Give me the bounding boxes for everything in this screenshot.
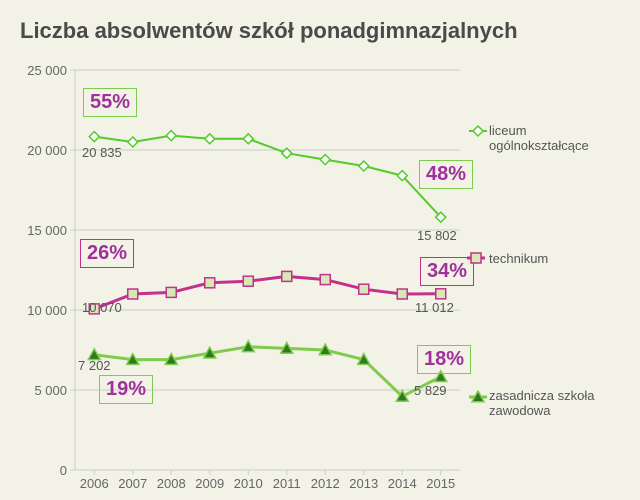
data-label: 7 202 bbox=[78, 358, 111, 373]
data-marker bbox=[243, 276, 253, 286]
x-tick-label: 2015 bbox=[421, 476, 461, 491]
legend-swatch-liceum bbox=[469, 124, 487, 138]
y-tick-label: 25 000 bbox=[27, 63, 67, 78]
x-tick-label: 2011 bbox=[267, 476, 307, 491]
x-tick-label: 2007 bbox=[113, 476, 153, 491]
y-tick-label: 20 000 bbox=[27, 143, 67, 158]
data-marker bbox=[473, 126, 483, 136]
percent-annotation: 19% bbox=[99, 375, 153, 404]
data-marker bbox=[205, 278, 215, 288]
legend-swatch-technikum bbox=[467, 251, 485, 265]
x-tick-label: 2013 bbox=[344, 476, 384, 491]
legend-label-liceum: liceum ogólnokształcące bbox=[489, 123, 589, 153]
y-tick-label: 5 000 bbox=[34, 383, 67, 398]
x-tick-label: 2006 bbox=[74, 476, 114, 491]
data-marker bbox=[282, 271, 292, 281]
data-label: 20 835 bbox=[82, 145, 122, 160]
x-tick-label: 2014 bbox=[382, 476, 422, 491]
x-tick-label: 2012 bbox=[305, 476, 345, 491]
x-tick-label: 2010 bbox=[228, 476, 268, 491]
y-tick-label: 15 000 bbox=[27, 223, 67, 238]
percent-annotation: 26% bbox=[80, 239, 134, 268]
data-label: 5 829 bbox=[414, 383, 447, 398]
data-marker bbox=[397, 289, 407, 299]
data-marker bbox=[359, 161, 369, 171]
data-marker bbox=[89, 132, 99, 142]
data-marker bbox=[320, 155, 330, 165]
data-marker bbox=[471, 253, 481, 263]
y-tick-label: 0 bbox=[60, 463, 67, 478]
data-marker bbox=[205, 134, 215, 144]
data-marker bbox=[166, 287, 176, 297]
legend-label-zawodowa: zasadnicza szkoła zawodowa bbox=[489, 388, 595, 418]
x-tick-label: 2008 bbox=[151, 476, 191, 491]
data-label: 11 012 bbox=[415, 300, 454, 315]
data-marker bbox=[166, 131, 176, 141]
percent-annotation: 48% bbox=[419, 160, 473, 189]
series-line-liceum bbox=[94, 136, 441, 218]
percent-annotation: 34% bbox=[420, 257, 474, 286]
data-marker bbox=[128, 137, 138, 147]
percent-annotation: 55% bbox=[83, 88, 137, 117]
data-marker bbox=[436, 289, 446, 299]
line-chart: Liczba absolwentów szkół ponadgimnazjaln… bbox=[0, 0, 640, 500]
data-marker bbox=[128, 289, 138, 299]
y-tick-label: 10 000 bbox=[27, 303, 67, 318]
data-label: 15 802 bbox=[417, 228, 457, 243]
data-label: 10 070 bbox=[82, 300, 122, 315]
x-tick-label: 2009 bbox=[190, 476, 230, 491]
data-marker bbox=[243, 134, 253, 144]
legend-label-technikum: technikum bbox=[489, 251, 548, 266]
percent-annotation: 18% bbox=[417, 345, 471, 374]
data-marker bbox=[359, 284, 369, 294]
legend-swatch-zawodowa bbox=[469, 390, 487, 404]
series-line-technikum bbox=[94, 276, 441, 308]
data-marker bbox=[320, 275, 330, 285]
